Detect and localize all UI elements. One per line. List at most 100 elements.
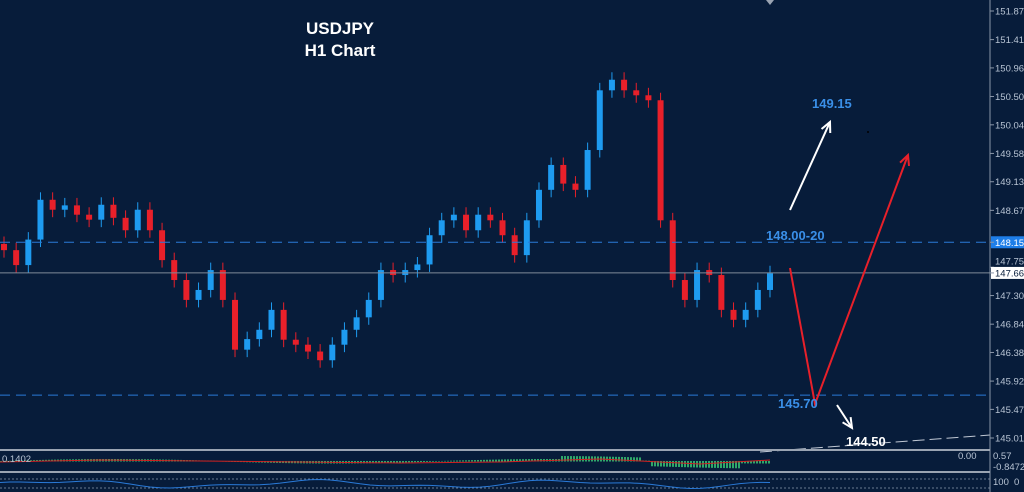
candle-body <box>207 270 214 290</box>
macd-bar <box>717 461 719 468</box>
down-arrow-head <box>842 416 854 430</box>
macd-bar <box>708 461 710 468</box>
macd-bar <box>513 459 515 462</box>
macd-bar <box>12 460 14 462</box>
macd-bar <box>444 460 446 462</box>
resistance-label: 148.00-20 <box>766 228 825 243</box>
macd-bar <box>429 461 431 462</box>
y-tick-label: 145.925 <box>995 377 1024 388</box>
candle-body <box>122 217 129 231</box>
candle-body <box>183 280 190 300</box>
target-down-label: 144.50 <box>846 434 886 449</box>
macd-bar <box>525 459 527 462</box>
macd-bar <box>567 456 569 462</box>
macd-bar <box>474 460 476 462</box>
macd-bar <box>6 460 8 462</box>
macd-bar <box>636 457 638 462</box>
macd-bar <box>489 459 491 462</box>
macd-bar <box>741 461 743 464</box>
candle-body <box>13 250 20 266</box>
macd-bar <box>750 461 752 464</box>
macd-bar <box>423 461 425 462</box>
macd-bar <box>744 461 746 464</box>
macd-bar <box>711 461 713 468</box>
macd-bar <box>3 460 5 462</box>
macd-bar <box>726 461 728 469</box>
macd-label: -0.8472 <box>993 462 1024 473</box>
macd-bar <box>585 456 587 462</box>
candle-body <box>694 270 701 300</box>
candle-body <box>730 309 737 320</box>
macd-bar <box>33 460 35 462</box>
macd-bar <box>9 460 11 462</box>
candle-body <box>110 204 117 218</box>
chart-subtitle: H1 Chart <box>305 41 376 60</box>
up-arrow-head <box>820 119 832 134</box>
macd-bar <box>450 460 452 462</box>
candle-body <box>171 260 178 281</box>
up-arrow <box>789 121 831 211</box>
macd-bar <box>15 460 17 462</box>
price-tag <box>991 266 1024 279</box>
macd-bar <box>462 460 464 462</box>
y-tick-label: 147.664 <box>995 268 1024 279</box>
macd-bar <box>672 461 674 467</box>
macd-bar <box>387 461 389 463</box>
macd-bar <box>24 460 26 462</box>
macd-bar <box>534 459 536 462</box>
macd-bar <box>396 461 398 463</box>
macd-bar <box>390 461 392 463</box>
macd-signal-line <box>0 458 771 465</box>
candle-body <box>742 309 749 320</box>
macd-bar <box>435 461 437 462</box>
macd-bar <box>384 461 386 463</box>
candle-body <box>232 299 239 350</box>
macd-bar <box>471 460 473 462</box>
macd-bar <box>0 461 2 462</box>
macd-bar <box>516 459 518 462</box>
macd-bar <box>414 461 416 463</box>
candle-body <box>657 100 664 221</box>
support-label: 145.70 <box>778 396 818 411</box>
macd-bar <box>399 461 401 463</box>
candle-body <box>98 204 105 220</box>
macd-bar <box>453 460 455 462</box>
macd-bar <box>627 457 629 462</box>
candle-body <box>608 79 615 91</box>
macd-bar <box>684 461 686 468</box>
macd-bar <box>432 461 434 462</box>
candle-body <box>487 214 494 221</box>
macd-bar <box>582 456 584 462</box>
macd-bar <box>633 457 635 462</box>
macd-bar <box>705 461 707 468</box>
candle-body <box>754 289 761 310</box>
y-tick-label: 150.045 <box>995 120 1024 131</box>
macd-bar <box>651 461 653 467</box>
macd-bar <box>486 459 488 462</box>
macd-bar <box>420 461 422 463</box>
macd-bar <box>675 461 677 467</box>
candle-body <box>61 205 68 210</box>
candle-body <box>511 235 518 256</box>
macd-bar <box>372 461 374 464</box>
candle-body <box>377 270 384 300</box>
macd-bar <box>573 456 575 462</box>
candle-body <box>292 339 299 345</box>
candle-body <box>219 270 226 300</box>
macd-bar <box>30 460 32 462</box>
macd-bar <box>561 456 563 462</box>
y-tick-label: 150.960 <box>995 63 1024 74</box>
candle-body <box>463 214 470 231</box>
macd-bar <box>735 461 737 469</box>
macd-bar <box>630 457 632 462</box>
y-tick-label: 145.010 <box>995 434 1024 445</box>
macd-bar <box>459 460 461 462</box>
candle-body <box>37 199 44 240</box>
chart-title: USDJPY <box>306 19 375 38</box>
y-tick-label: 147.755 <box>995 256 1024 267</box>
candle-body <box>73 205 80 215</box>
candle-body <box>621 79 628 91</box>
macd-bar <box>753 461 755 464</box>
macd-bar <box>417 461 419 463</box>
